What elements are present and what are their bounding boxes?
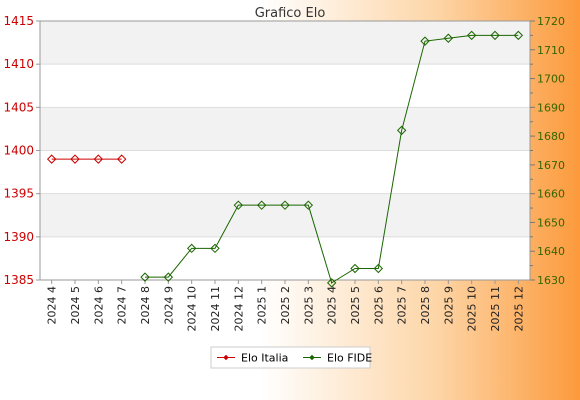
left-tick-label: 1415 [3, 14, 34, 28]
legend-marker [223, 354, 229, 361]
data-point [373, 263, 384, 274]
right-tick-label: 1720 [537, 15, 565, 28]
x-tick-label: 2025 5 [349, 286, 362, 325]
x-tick-label: 2024 10 [186, 286, 199, 332]
legend-box [210, 346, 371, 369]
left-tick-label: 1405 [3, 100, 34, 114]
x-tick-label: 2024 9 [162, 286, 175, 325]
x-tick-label: 2025 7 [396, 286, 409, 325]
legend-label: Elo FIDE [327, 352, 372, 365]
data-point [490, 30, 500, 41]
data-point [443, 33, 454, 43]
series-line [145, 34, 519, 284]
right-tick-label: 1700 [537, 73, 565, 86]
data-point [420, 36, 430, 46]
x-tick-label: 2025 6 [372, 286, 385, 325]
x-tick-label: 2025 3 [302, 286, 315, 325]
x-tick-label: 2024 4 [46, 286, 59, 325]
x-tick-label: 2024 6 [92, 286, 105, 325]
right-tick-label: 1640 [537, 245, 565, 258]
x-tick-label: 2025 2 [279, 286, 292, 325]
x-tick-label: 2024 7 [116, 286, 129, 325]
right-tick-label: 1650 [537, 216, 565, 229]
data-point [46, 154, 57, 164]
data-point [186, 243, 197, 254]
left-tick-label: 1390 [3, 230, 34, 244]
x-tick-label: 2024 8 [139, 286, 152, 325]
grid-band [40, 21, 530, 65]
right-tick-label: 1690 [537, 101, 565, 114]
right-tick-label: 1710 [537, 44, 565, 57]
legend-label: Elo Italia [241, 352, 288, 365]
data-point [163, 272, 174, 282]
right-tick-label: 1660 [537, 188, 565, 201]
legend-marker [309, 354, 315, 361]
x-tick-label: 2025 8 [419, 286, 432, 325]
right-tick-label: 1630 [537, 274, 565, 287]
x-tick-label: 2025 9 [442, 286, 455, 325]
x-tick-label: 2025 4 [326, 286, 339, 325]
x-tick-label: 2025 11 [489, 286, 502, 332]
x-tick-label: 2025 12 [512, 286, 525, 332]
grid-band [40, 193, 530, 237]
x-tick-label: 2025 1 [256, 286, 269, 325]
left-tick-label: 1395 [3, 187, 34, 201]
data-point [70, 154, 80, 164]
data-point [303, 200, 314, 210]
data-point [210, 243, 220, 254]
data-point [116, 154, 127, 164]
left-tick-label: 1385 [3, 273, 34, 287]
data-point [326, 278, 337, 288]
chart-title: Grafico Elo [255, 6, 326, 21]
x-tick-label: 2024 5 [69, 286, 82, 325]
grid-band [40, 107, 530, 151]
right-tick-label: 1670 [537, 159, 565, 172]
right-tick-label: 1680 [537, 130, 565, 143]
data-point [513, 30, 524, 41]
x-tick-label: 2024 11 [209, 286, 222, 332]
data-point [233, 200, 244, 210]
data-point [396, 125, 407, 136]
data-point [350, 263, 360, 274]
data-point [140, 272, 150, 282]
data-point [280, 200, 290, 210]
x-tick-label: 2025 10 [466, 286, 479, 332]
data-point [256, 200, 267, 210]
left-tick-label: 1410 [3, 57, 34, 71]
x-tick-label: 2024 12 [232, 286, 245, 332]
data-point [93, 154, 104, 164]
left-tick-label: 1400 [3, 144, 34, 158]
data-point [466, 30, 477, 41]
